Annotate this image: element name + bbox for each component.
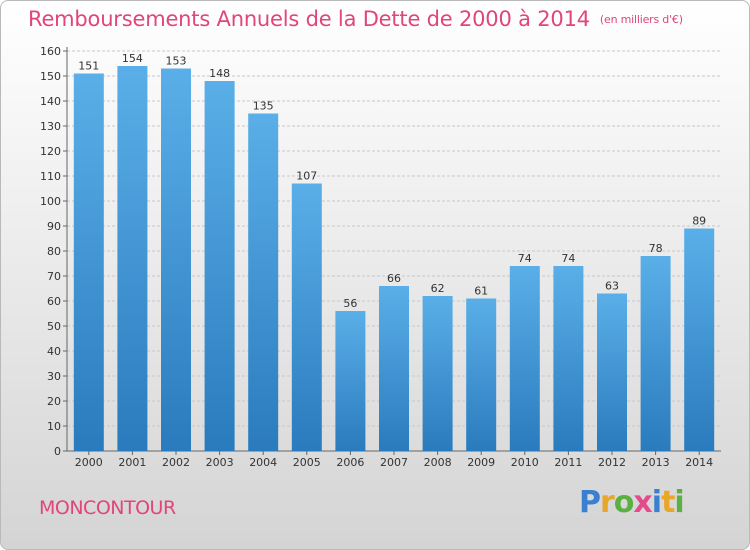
data-label-2010: 74 [518,252,532,265]
y-tick-label: 80 [47,245,61,258]
x-tick-label-2006: 2006 [336,456,364,469]
x-tick-label-2011: 2011 [554,456,582,469]
y-tick-label: 10 [47,420,61,433]
data-label-2014: 89 [692,215,706,228]
y-tick-label: 150 [40,70,61,83]
y-tick-label: 110 [40,170,61,183]
y-tick-label: 0 [54,445,61,458]
bar-2011 [553,266,584,451]
town-name: MONCONTOUR [39,497,176,519]
x-tick-label-2010: 2010 [511,456,539,469]
y-tick-label: 60 [47,295,61,308]
data-label-2004: 135 [253,100,274,113]
bar-2000 [73,73,104,451]
y-tick-label: 90 [47,220,61,233]
x-tick-label-2000: 2000 [75,456,103,469]
x-tick-label-2005: 2005 [293,456,321,469]
x-tick-label-2007: 2007 [380,456,408,469]
y-tick-label: 120 [40,145,61,158]
data-label-2007: 66 [387,272,401,285]
data-label-2012: 63 [605,280,619,293]
data-label-2006: 56 [343,297,357,310]
data-label-2002: 153 [166,55,187,68]
bar-2014 [684,228,715,451]
x-tick-label-2003: 2003 [206,456,234,469]
bar-2006 [335,311,366,451]
y-tick-label: 40 [47,345,61,358]
y-tick-label: 130 [40,120,61,133]
y-tick-label: 160 [40,45,61,58]
x-tick-label-2014: 2014 [685,456,713,469]
chart-unit: (en milliers d'€) [599,13,683,26]
y-tick-label: 20 [47,395,61,408]
chart-title-text: Remboursements Annuels de la Dette de 20… [28,7,590,31]
bar-2010 [509,266,540,451]
bar-2012 [597,293,627,451]
y-tick-label: 50 [47,320,61,333]
bar-2013 [640,256,671,451]
bar-2008 [422,296,453,451]
labels: 0 10 20 30 40 50 60 70 80 90 100 110 120 130 140 150 160… [40,45,713,469]
x-tick-label-2001: 2001 [118,456,146,469]
proxiti-logo: Proxiti [579,485,685,520]
chart-title: Remboursements Annuels de la Dette de 20… [28,7,683,31]
data-label-2011: 74 [561,252,575,265]
bar-2002 [161,68,191,451]
bar-2009 [466,298,497,451]
x-tick-label-2008: 2008 [424,456,452,469]
bar-2004 [248,113,279,451]
bar-2005 [291,183,322,451]
x-tick-label-2009: 2009 [467,456,495,469]
x-tick-label-2002: 2002 [162,456,190,469]
data-label-2008: 62 [431,282,445,295]
data-label-2001: 154 [122,52,143,65]
data-label-2009: 61 [474,285,488,298]
x-tick-label-2004: 2004 [249,456,277,469]
data-label-2013: 78 [649,242,663,255]
y-tick-label: 100 [40,195,61,208]
bars [73,66,715,451]
y-tick-label: 70 [47,270,61,283]
x-tick-label-2012: 2012 [598,456,626,469]
data-label-2005: 107 [296,170,317,183]
y-tick-label: 140 [40,95,61,108]
data-label-2000: 151 [78,60,99,73]
bar-2001 [117,66,148,451]
x-tick-label-2013: 2013 [642,456,670,469]
bar-2003 [204,81,235,451]
bar-2007 [379,286,409,451]
y-tick-label: 30 [47,370,61,383]
data-label-2003: 148 [209,67,230,80]
